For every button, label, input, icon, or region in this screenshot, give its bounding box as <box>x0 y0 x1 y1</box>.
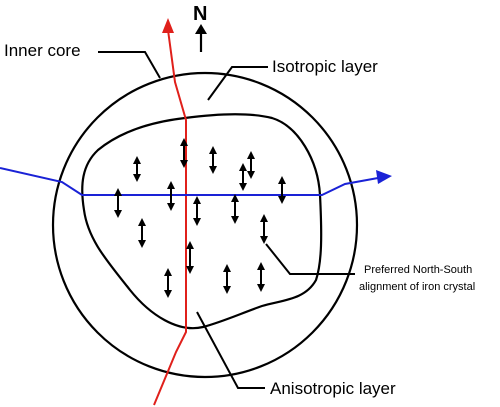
equatorial-ray-arrowhead <box>376 170 392 184</box>
polar-ray-arrowhead <box>162 18 174 33</box>
polar-ray-path <box>153 29 187 406</box>
isotropic-layer-leader <box>207 66 268 101</box>
anisotropic-layer-label: Anisotropic layer <box>270 379 396 398</box>
north-label: N <box>193 3 207 25</box>
inner-core-leader <box>98 51 161 79</box>
isotropic-layer-label: Isotropic layer <box>272 57 378 76</box>
crystal-alignment-arrows <box>114 138 286 298</box>
preferred-alignment-leader <box>265 243 355 275</box>
inner-core-label: Inner core <box>4 41 81 60</box>
preferred-alignment-label-line2: alignment of iron crystal <box>359 281 475 293</box>
inner-core-circle <box>51 71 359 379</box>
equatorial-ray-path <box>0 167 379 196</box>
anisotropic-region <box>81 113 323 330</box>
preferred-alignment-label-line1: Preferred North-South <box>364 264 472 276</box>
anisotropic-layer-leader <box>196 311 265 389</box>
north-arrow-icon <box>195 24 207 52</box>
